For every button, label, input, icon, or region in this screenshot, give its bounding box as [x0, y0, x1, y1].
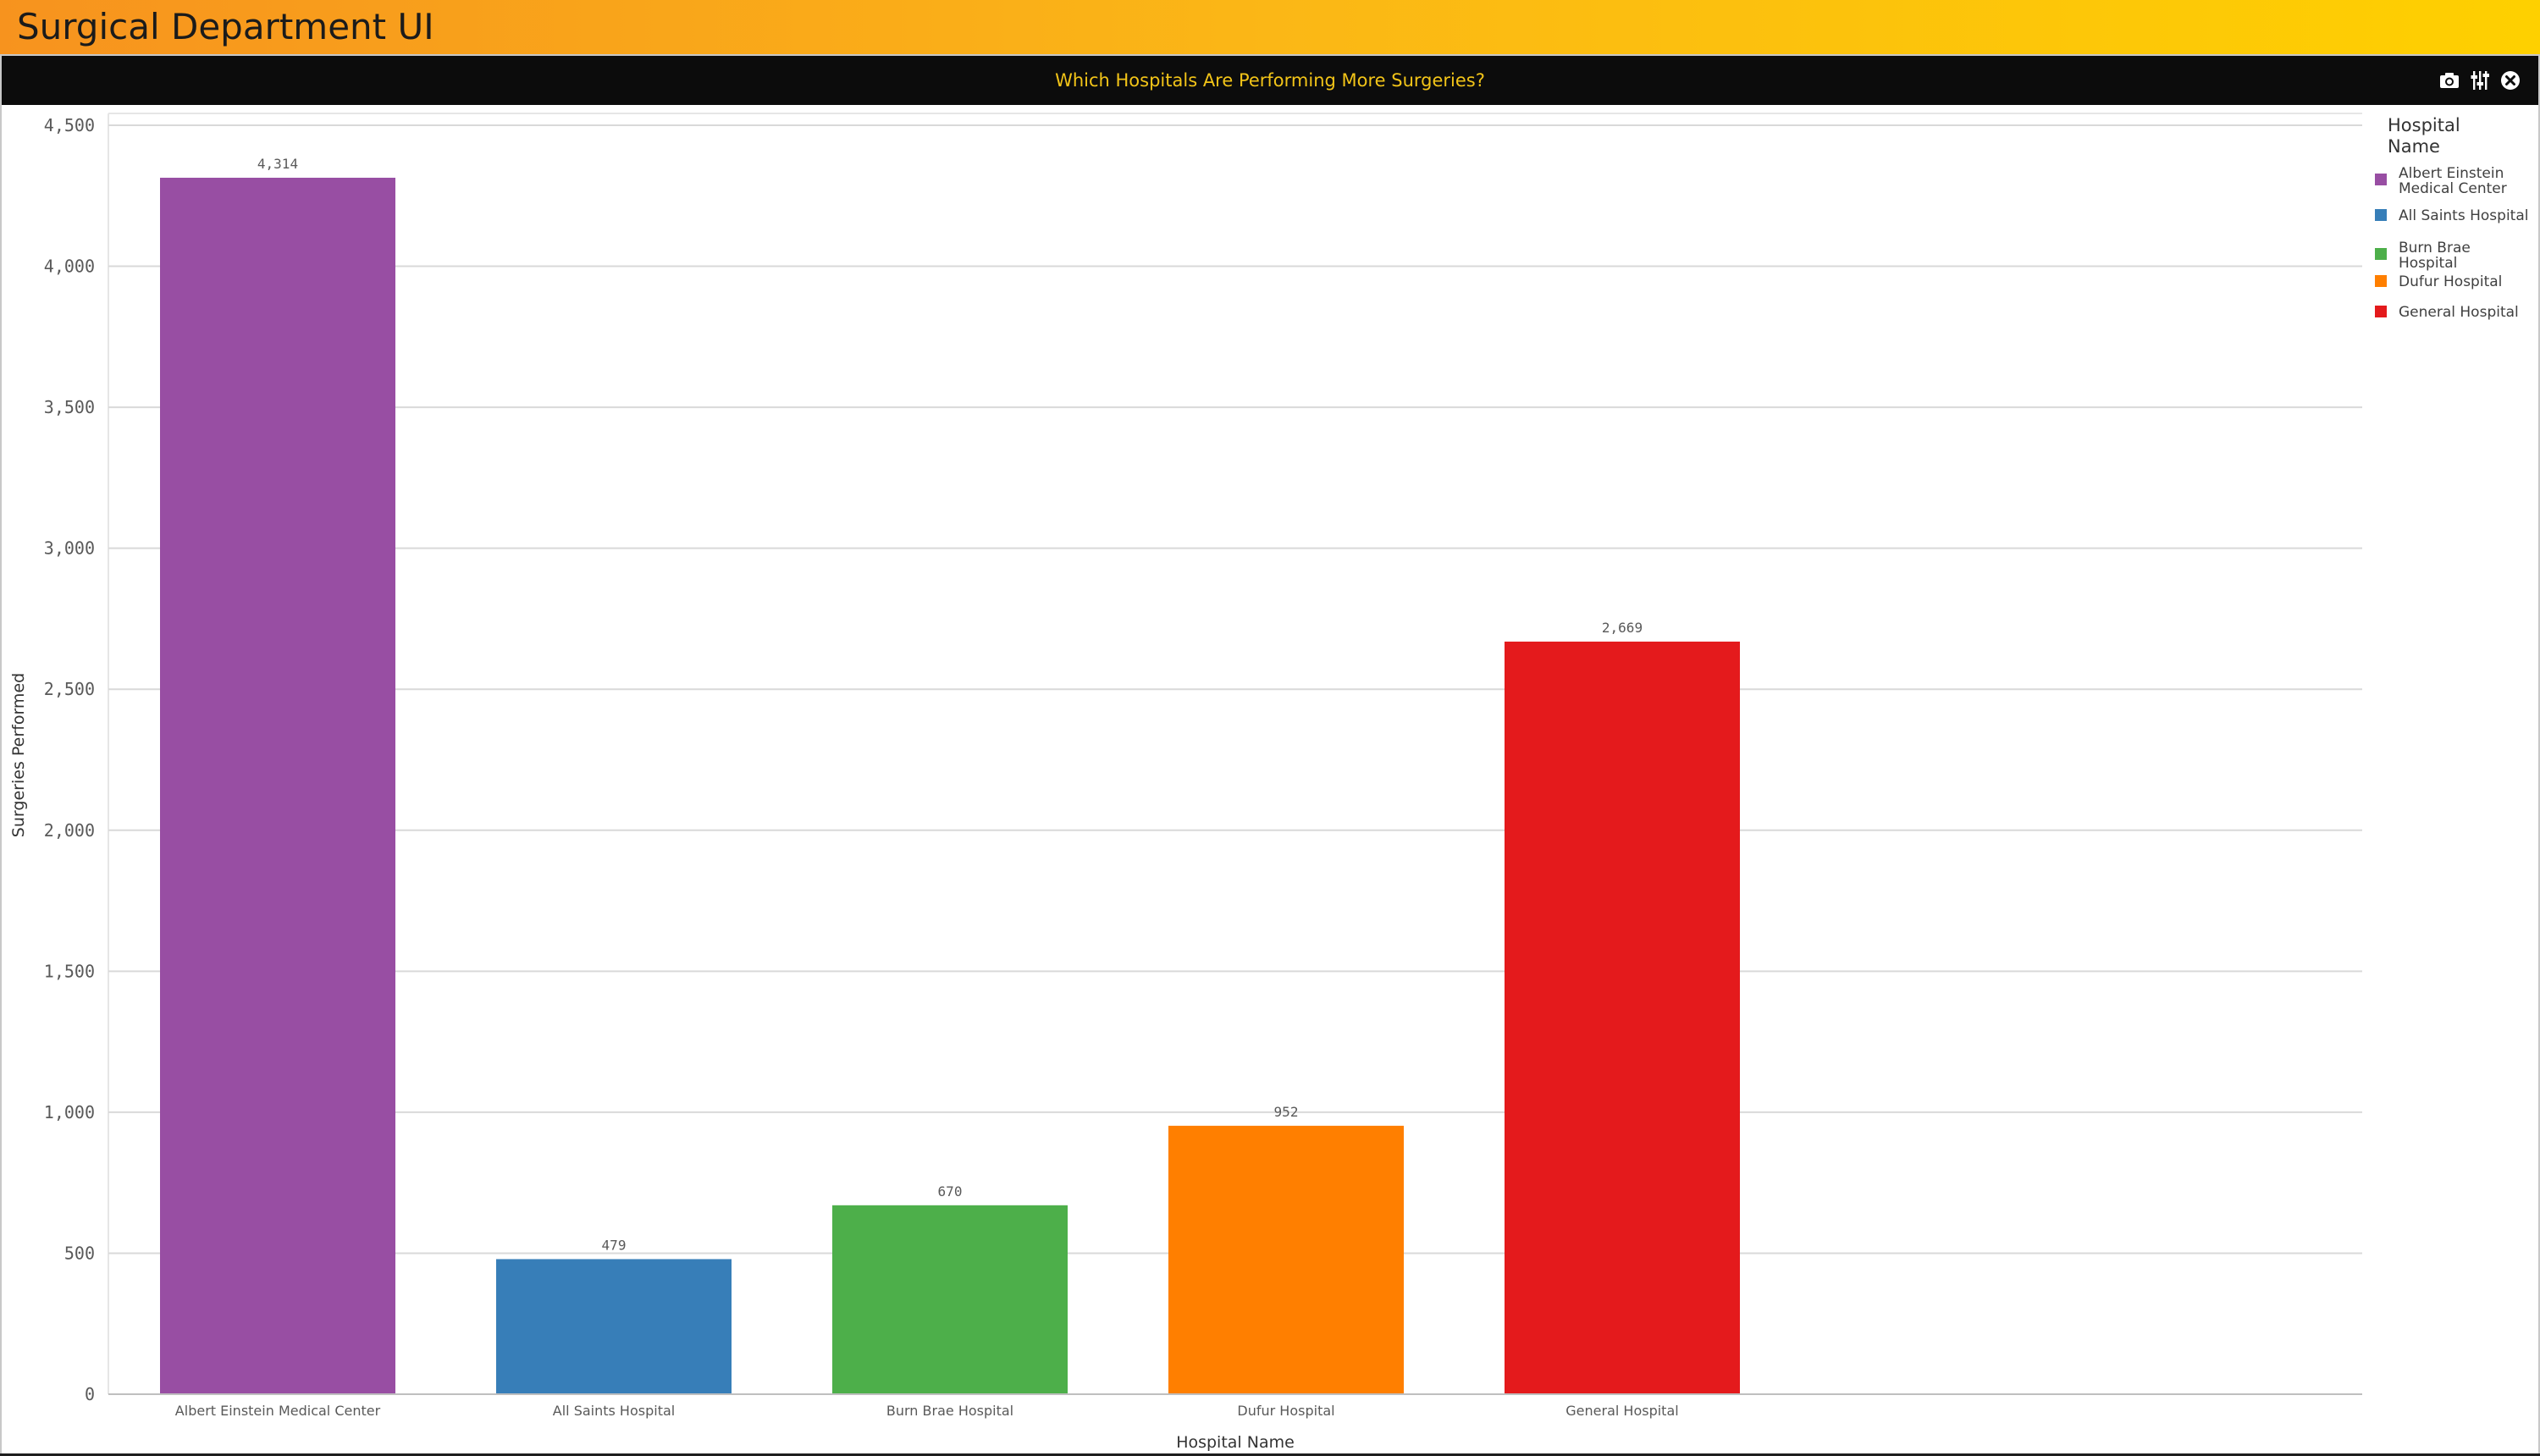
y-tick-label: 4,500 — [44, 115, 95, 135]
legend-label: General Hospital — [2399, 304, 2519, 321]
panel-title: Which Hospitals Are Performing More Surg… — [1055, 70, 1485, 91]
app-header: Surgical Department UI — [0, 0, 2540, 54]
x-tick-label: Albert Einstein Medical Center — [175, 1403, 381, 1419]
x-tick-label: Dufur Hospital — [1237, 1403, 1334, 1419]
y-tick-label: 4,000 — [44, 256, 95, 277]
bar — [1505, 641, 1740, 1394]
x-tick-label: General Hospital — [1565, 1403, 1678, 1419]
legend-title: Name — [2388, 136, 2440, 157]
gridlines — [108, 113, 2362, 1394]
snapshot-icon[interactable] — [2438, 69, 2460, 91]
y-tick-label: 1,000 — [44, 1102, 95, 1122]
bars: 4,314 479 670 952 2,669 — [160, 156, 1740, 1395]
close-icon[interactable] — [2499, 69, 2521, 91]
app-title: Surgical Department UI — [17, 6, 434, 47]
legend-label: Dufur Hospital — [2399, 273, 2502, 290]
x-axis-title: Hospital Name — [1176, 1433, 1295, 1452]
legend-swatch — [2375, 275, 2387, 287]
y-tick-label: 3,500 — [44, 397, 95, 417]
axes: 0 500 1,000 1,500 2,000 2,500 3,000 3,500 4,000 4… — [9, 115, 2362, 1452]
legend-label: Medical Center — [2399, 180, 2507, 197]
bar-data-label: 4,314 — [257, 156, 298, 172]
panel-tools — [2438, 56, 2521, 105]
y-tick-label: 2,500 — [44, 679, 95, 699]
settings-sliders-icon[interactable] — [2469, 69, 2491, 91]
bar-data-label: 670 — [938, 1183, 963, 1200]
legend-swatch — [2375, 209, 2387, 221]
legend-swatch — [2375, 174, 2387, 185]
legend-label: Burn Brae — [2399, 240, 2471, 256]
legend-label: All Saints Hospital — [2399, 207, 2528, 224]
x-tick-label: All Saints Hospital — [553, 1403, 675, 1419]
x-tick-label: Burn Brae Hospital — [886, 1403, 1013, 1419]
y-tick-label: 3,000 — [44, 538, 95, 559]
bar — [832, 1205, 1068, 1394]
y-tick-label: 0 — [85, 1384, 95, 1404]
bar-data-label: 479 — [602, 1237, 627, 1253]
legend-swatch — [2375, 248, 2387, 260]
y-tick-label: 1,500 — [44, 961, 95, 981]
bar — [496, 1259, 732, 1394]
panel-title-bar: Which Hospitals Are Performing More Surg… — [2, 56, 2538, 105]
legend-label: Albert Einstein — [2399, 165, 2504, 182]
legend-label: Hospital — [2399, 255, 2457, 272]
y-axis-title: Surgeries Performed — [9, 673, 28, 837]
bar — [160, 177, 395, 1395]
bar-data-label: 952 — [1274, 1104, 1299, 1120]
legend-swatch — [2375, 306, 2387, 317]
footer-divider — [0, 1453, 2540, 1456]
legend-title: Hospital — [2388, 115, 2460, 135]
bar-data-label: 2,669 — [1602, 620, 1643, 636]
bar — [1168, 1125, 1404, 1394]
y-tick-label: 2,000 — [44, 820, 95, 841]
y-tick-label: 500 — [64, 1243, 95, 1263]
